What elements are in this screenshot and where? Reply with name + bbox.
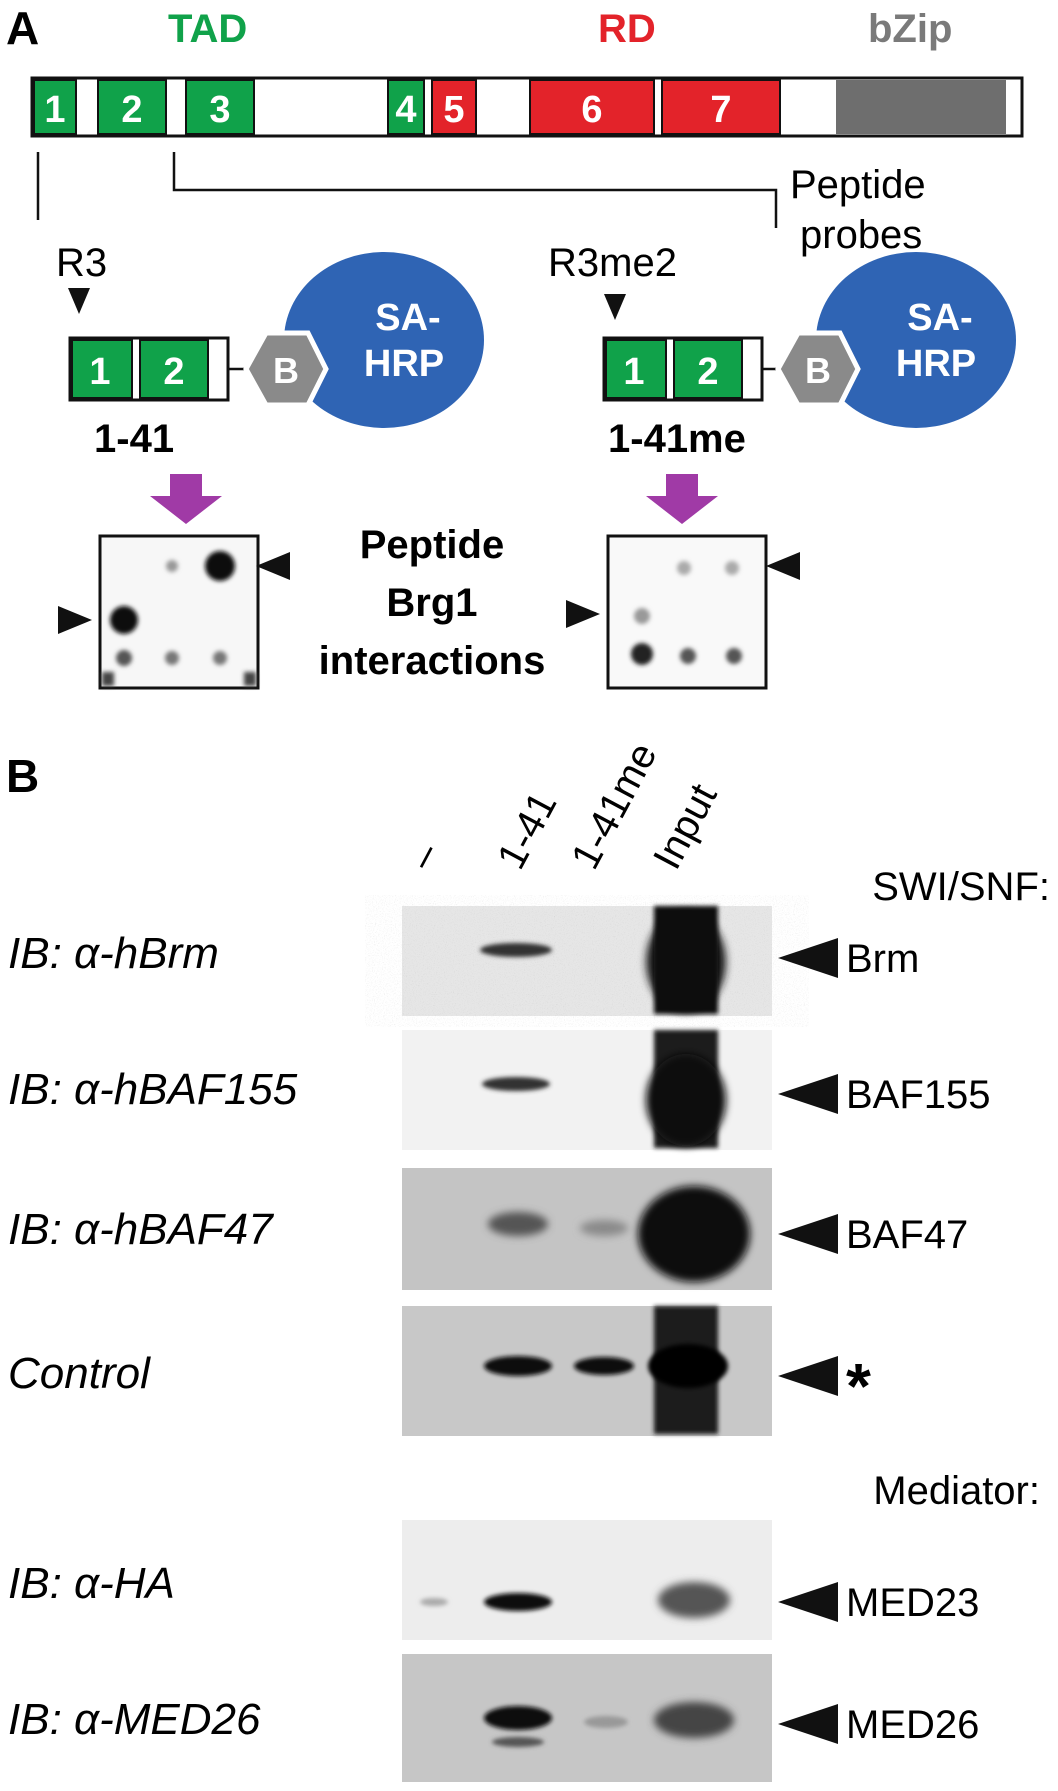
- peptide-probes-label-line2: probes: [800, 213, 922, 257]
- arginine-marker-icon: [68, 288, 90, 314]
- hrp-label-left: HRP: [364, 343, 444, 385]
- probe-name-1-41: 1-41: [94, 417, 174, 461]
- sa-hrp-icon: [284, 252, 484, 428]
- probe-1-41me: R3me2 1 2 B SA- HRP 1-41me: [548, 241, 1016, 461]
- ib-label-baf155: IB: α-hBAF155: [8, 1065, 298, 1114]
- biotin-badge-icon: [243, 330, 329, 408]
- blot-control: [402, 1306, 772, 1436]
- blot-med26: [402, 1654, 772, 1782]
- peptide-probes-label-line1: Peptide: [790, 163, 926, 207]
- bzip-domain-label: bZip: [868, 7, 952, 51]
- ib-label-ha: IB: α-HA: [8, 1559, 175, 1608]
- target-label-med26: MED26: [846, 1703, 979, 1747]
- probe-left-seg1: 1: [89, 351, 110, 393]
- arrowhead-icon: [778, 1074, 838, 1114]
- segment-4: [387, 79, 425, 135]
- methyl-arginine-marker-icon: [604, 294, 626, 320]
- protein-domain-bar: 1 2 3 4 5 6 7: [30, 76, 1024, 138]
- segment-2: [97, 79, 167, 135]
- down-arrow-icon: [150, 474, 222, 524]
- hrp-label-right: HRP: [896, 343, 976, 385]
- lane-label-blank: –: [399, 835, 449, 876]
- arrowhead-icon: [778, 1214, 838, 1254]
- sa-label-left: SA-: [375, 297, 440, 339]
- probe-right-seg1: 1: [623, 351, 644, 393]
- arrowhead-icon: [778, 1356, 838, 1396]
- segment-1: [33, 79, 77, 135]
- target-label-baf155: BAF155: [846, 1073, 991, 1117]
- ib-label-control: Control: [8, 1349, 151, 1398]
- sa-label-right: SA-: [907, 297, 972, 339]
- arrowhead-icon: [778, 1582, 838, 1622]
- segment-2-label: 2: [121, 89, 142, 131]
- sa-hrp-icon: [816, 252, 1016, 428]
- target-label-med23: MED23: [846, 1581, 979, 1625]
- panel-a-label: A: [6, 2, 39, 54]
- ib-label-med26: IB: α-MED26: [8, 1695, 261, 1744]
- ib-label-brm: IB: α-hBrm: [8, 929, 219, 978]
- mediator-group-label: Mediator:: [873, 1469, 1040, 1513]
- arrowhead-icon: [778, 938, 838, 978]
- biotin-badge-icon: [775, 330, 861, 408]
- r3me2-label: R3me2: [548, 241, 677, 285]
- arrowhead-icon: [766, 552, 800, 580]
- segment-1-label: 1: [44, 89, 65, 131]
- blot-baf155: [402, 1030, 772, 1150]
- blot-brm: [402, 906, 772, 1016]
- ib-label-baf47: IB: α-hBAF47: [8, 1205, 274, 1254]
- probe-right-seg2: 2: [697, 351, 718, 393]
- bzip-segment: [836, 80, 1006, 134]
- segment-3-label: 3: [209, 89, 230, 131]
- target-label-control: *: [846, 1350, 871, 1422]
- probe-left-seg2: 2: [163, 351, 184, 393]
- blot-baf47: [402, 1168, 772, 1290]
- segment-5-label: 5: [443, 89, 464, 131]
- dot-blot-1-41me: [606, 534, 768, 690]
- target-label-baf47: BAF47: [846, 1213, 968, 1257]
- segment-5: [431, 79, 477, 135]
- segment-7: [661, 79, 781, 135]
- arrowhead-icon: [566, 600, 600, 628]
- segment-7-label: 7: [710, 89, 731, 131]
- arrowhead-icon: [58, 606, 92, 634]
- rd-domain-label: RD: [598, 7, 656, 51]
- arrowhead-icon: [778, 1704, 838, 1744]
- array-label-line3: interactions: [319, 639, 546, 683]
- r3-label: R3: [56, 241, 107, 285]
- segment-3: [185, 79, 255, 135]
- target-label-brm: Brm: [846, 937, 919, 981]
- lane-label-1-41: 1-41: [489, 785, 565, 876]
- biotin-label-right: B: [805, 350, 831, 391]
- dot-blot-1-41: [98, 534, 260, 690]
- region-bracket: [36, 152, 778, 228]
- probe-1-41: R3 1 2 B SA- HRP 1-41: [56, 241, 484, 461]
- probe-name-1-41me: 1-41me: [608, 417, 746, 461]
- segment-4-label: 4: [395, 89, 416, 131]
- swi-snf-group-label: SWI/SNF:: [872, 865, 1050, 909]
- array-label-line1: Peptide: [360, 523, 504, 567]
- biotin-label-left: B: [273, 350, 299, 391]
- arrowhead-icon: [256, 552, 290, 580]
- array-label-line2: Brg1: [386, 581, 477, 625]
- panel-b-label: B: [6, 750, 39, 802]
- tad-domain-label: TAD: [168, 7, 247, 51]
- blot-med23: [402, 1520, 772, 1640]
- segment-6: [529, 79, 655, 135]
- down-arrow-icon: [646, 474, 718, 524]
- lane-label-input: Input: [645, 777, 726, 876]
- segment-6-label: 6: [581, 89, 602, 131]
